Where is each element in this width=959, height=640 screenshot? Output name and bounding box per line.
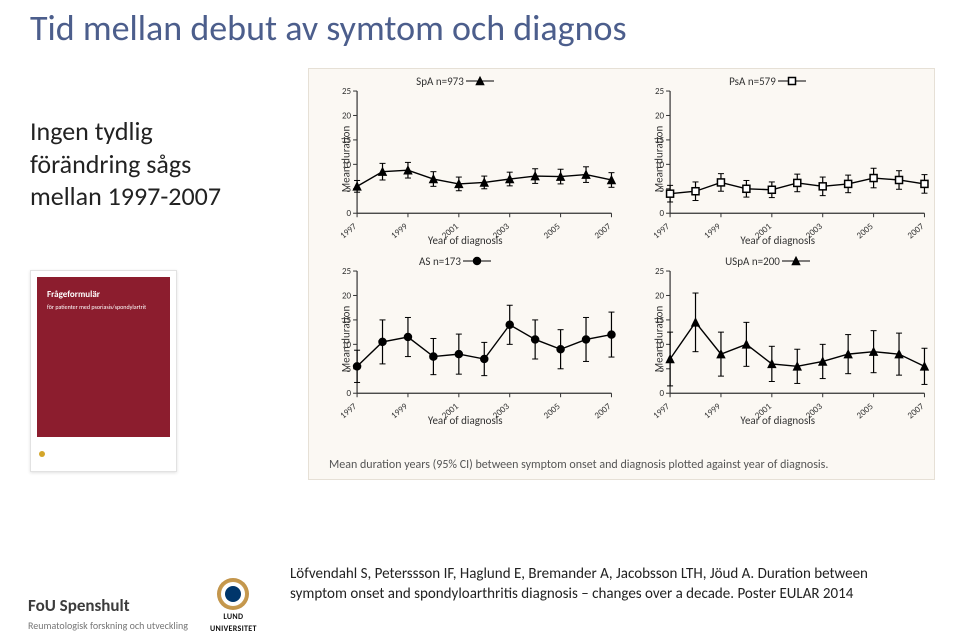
side-summary: Ingen tydlig förändring sågs mellan 1997… [30,115,221,213]
legend-uspa: USpA n=200 [622,255,915,268]
chart-as: 0510152025199719992001200320052007Mean d… [309,249,622,429]
svg-text:0: 0 [659,208,664,219]
xlabel-uspa: Year of diagnosis [622,414,935,427]
figure-panel-group: 0510152025199719992001200320052007Mean d… [308,68,935,480]
svg-text:20: 20 [654,290,664,301]
questionnaire-thumbnail: Frågeformulär för patienter med psoriasi… [30,270,177,472]
chart-uspa: 0510152025199719992001200320052007Mean d… [622,249,935,429]
fou-logo-sub: Reumatologisk forskning och utveckling [28,619,188,632]
lund-text-2: UNIVERSITET [210,624,257,634]
legend-psa: PsA n=579 [622,75,915,88]
svg-text:20: 20 [654,110,664,121]
svg-text:0: 0 [347,388,352,399]
summary-line-3: mellan 1997-2007 [30,180,221,213]
chart-grid: 0510152025199719992001200320052007Mean d… [309,69,934,429]
svg-text:0: 0 [659,388,664,399]
slide-title: Tid mellan debut av symtom och diagnos [30,6,627,50]
xlabel-spa: Year of diagnosis [309,234,622,247]
booklet-logo-dot [39,451,45,457]
summary-line-1: Ingen tydlig [30,115,221,148]
svg-text:20: 20 [342,290,352,301]
booklet-title: Frågeformulär [47,289,100,300]
lund-seal-icon [217,578,249,610]
xlabel-psa: Year of diagnosis [622,234,935,247]
fou-logo-name: FoU Spenshult [28,595,188,616]
ylabel-uspa: Mean duration [652,306,665,372]
chart-spa: 0510152025199719992001200320052007Mean d… [309,69,622,249]
legend-as: AS n=173 [309,255,602,268]
summary-line-2: förändring sågs [30,148,221,181]
legend-spa: SpA n=973 [309,75,602,88]
booklet-subtitle: för patienter med psoriasis/spondylartri… [47,303,146,311]
lund-university-logo: LUND UNIVERSITET [210,578,257,634]
ylabel-psa: Mean duration [652,126,665,192]
fou-logo: FoU Spenshult Reumatologisk forskning oc… [28,595,188,634]
svg-text:20: 20 [342,110,352,121]
xlabel-as: Year of diagnosis [309,414,622,427]
ylabel-spa: Mean duration [340,126,353,192]
lund-text-1: LUND [210,612,257,622]
ylabel-as: Mean duration [340,306,353,372]
svg-text:0: 0 [347,208,352,219]
figure-caption: Mean duration years (95% CI) between sym… [329,458,914,473]
chart-psa: 0510152025199719992001200320052007Mean d… [622,69,935,249]
